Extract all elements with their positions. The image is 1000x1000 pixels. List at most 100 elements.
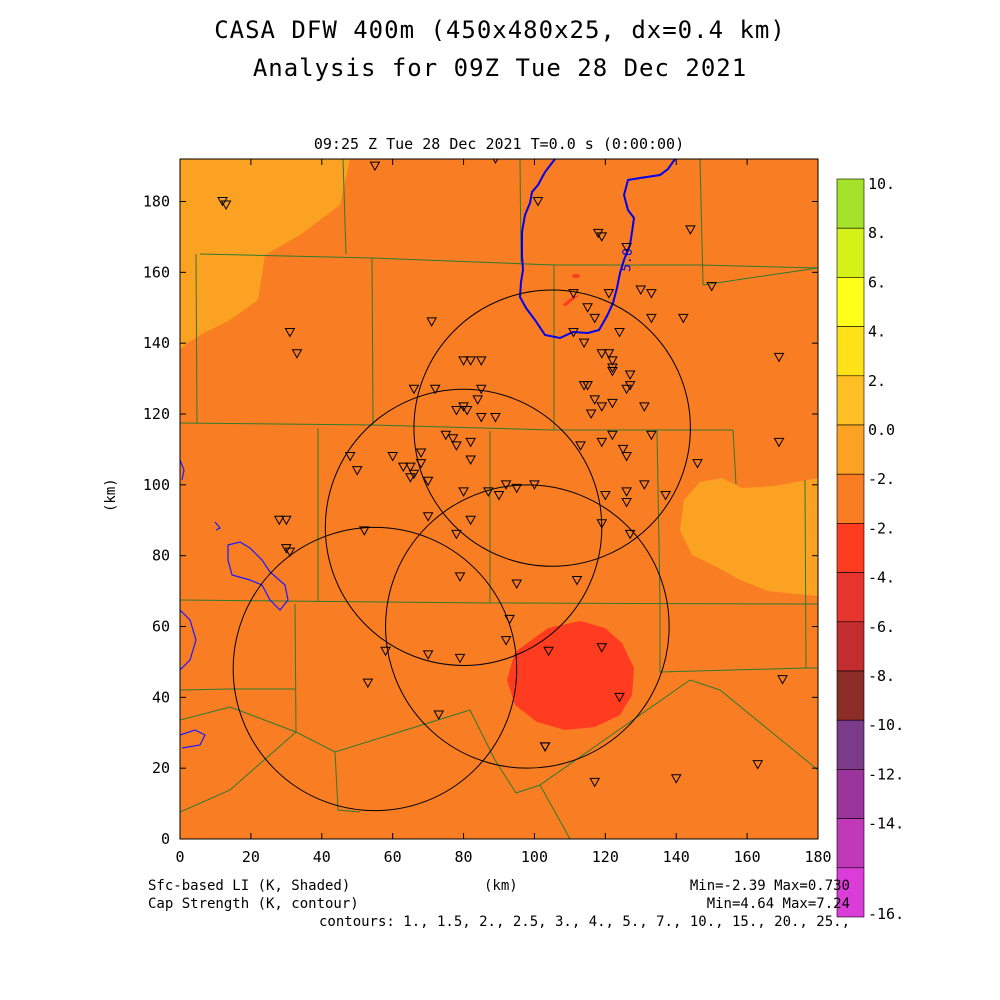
station-marker <box>490 413 501 423</box>
station-marker <box>670 774 682 784</box>
station-marker <box>284 328 296 338</box>
y-axis-label: (km) <box>103 478 119 512</box>
colorbar-label: 6. <box>868 273 886 291</box>
station-marker <box>596 402 608 412</box>
station-marker <box>422 650 434 660</box>
x-tick-label: 160 <box>734 848 761 866</box>
station-marker <box>465 455 476 466</box>
radar-rings <box>232 289 691 812</box>
station-marker <box>621 452 632 462</box>
colorbar-label: 10. <box>868 175 895 193</box>
station-marker <box>451 405 462 416</box>
station-marker <box>607 398 618 409</box>
x-tick-label: 140 <box>663 848 690 866</box>
station-marker <box>461 405 473 416</box>
station-marker <box>504 614 515 625</box>
station-marker <box>589 313 601 324</box>
station-marker <box>635 285 647 296</box>
contour-stats: Min=4.64 Max=7.24 <box>706 896 850 912</box>
station-marker <box>451 441 462 451</box>
station-marker <box>677 313 689 324</box>
station-marker <box>571 575 583 586</box>
station-marker <box>603 289 615 299</box>
station-marker <box>575 441 586 451</box>
station-marker <box>596 349 608 359</box>
station-marker <box>405 473 416 483</box>
legend-line-contour: Cap Strength (K, contour) <box>148 896 359 912</box>
x-tick-label: 40 <box>313 848 331 866</box>
colorbar-swatch <box>836 375 865 426</box>
x-axis-label: (km) <box>484 878 518 894</box>
station-marker <box>543 646 554 657</box>
colorbar-label: 0.0 <box>868 421 895 439</box>
colorbar-swatch <box>836 818 865 869</box>
x-tick-label: 120 <box>592 848 619 866</box>
station-marker <box>273 515 285 526</box>
y-tick-label: 140 <box>143 334 170 352</box>
station-marker <box>638 402 650 412</box>
station-marker <box>454 653 466 664</box>
colorbar-swatch <box>836 424 865 475</box>
colorbar-swatch <box>836 326 865 377</box>
li-shading-dot-negative <box>572 274 580 278</box>
station-marker <box>596 437 608 448</box>
colorbar-label: 2. <box>868 372 886 390</box>
station-marker <box>408 384 420 395</box>
station-marker <box>621 243 632 253</box>
y-tick-label: 60 <box>152 618 170 636</box>
station-marker <box>465 437 476 448</box>
station-marker <box>607 367 618 377</box>
station-marker <box>646 289 657 299</box>
county-boundaries <box>180 159 818 839</box>
map-title-line1: CASA DFW 400m (450x480x25, dx=0.4 km) <box>214 16 786 44</box>
station-marker <box>614 328 625 338</box>
colorbar-label: 4. <box>868 323 886 341</box>
y-tick-label: 0 <box>161 830 170 848</box>
y-tick-label: 180 <box>143 193 170 211</box>
station-marker <box>415 448 427 458</box>
station-marker <box>493 490 505 501</box>
contour-levels: contours: 1., 1.5, 2., 2.5, 3., 4., 5., … <box>318 914 850 930</box>
colorbar-label: 8. <box>868 224 886 242</box>
station-marker <box>405 462 416 473</box>
station-marker <box>422 512 434 522</box>
station-marker <box>511 483 523 494</box>
station-marker <box>475 384 487 395</box>
station-marker <box>596 232 608 242</box>
colorbar-swatch <box>836 572 865 623</box>
radar-ring-southeast <box>385 484 670 769</box>
colorbar-swatch <box>836 227 865 278</box>
li-shading-east-positive <box>680 478 818 596</box>
colorbar-label: -2. <box>868 470 895 488</box>
station-marker <box>589 395 601 405</box>
station-marker <box>447 434 459 444</box>
station-marker <box>433 710 445 721</box>
li-shading-south-negative <box>507 621 634 730</box>
station-marker <box>624 529 636 540</box>
station-marker <box>415 459 427 469</box>
station-marker <box>220 200 232 211</box>
x-tick-label: 60 <box>384 848 402 866</box>
colorbar-swatch <box>836 178 865 229</box>
x-tick-label: 0 <box>175 848 184 866</box>
station-marker <box>465 515 476 526</box>
colorbar-label: -14. <box>868 815 904 833</box>
radar-ring-southwest <box>232 526 518 812</box>
colorbar-label: -6. <box>868 618 895 636</box>
station-marker <box>397 462 409 473</box>
colorbar-swatch <box>836 277 865 327</box>
axes: 0 20 40 60 80 100 120 140 160 180 0 20 40 60 80 100 120 1… <box>143 159 832 866</box>
colorbar-label: -8. <box>868 667 895 685</box>
station-marker <box>578 338 590 349</box>
y-tick-label: 40 <box>152 688 170 706</box>
station-marker <box>685 225 696 235</box>
station-marker <box>596 643 608 653</box>
plot-frame <box>179 158 819 840</box>
colorbar-swatch <box>836 769 865 819</box>
colorbar-swatch <box>836 867 865 918</box>
station-marker <box>599 490 611 501</box>
colorbar-label: -10. <box>868 716 904 734</box>
station-marker <box>483 487 494 497</box>
station-marker <box>624 370 636 381</box>
station-marker <box>773 352 785 363</box>
